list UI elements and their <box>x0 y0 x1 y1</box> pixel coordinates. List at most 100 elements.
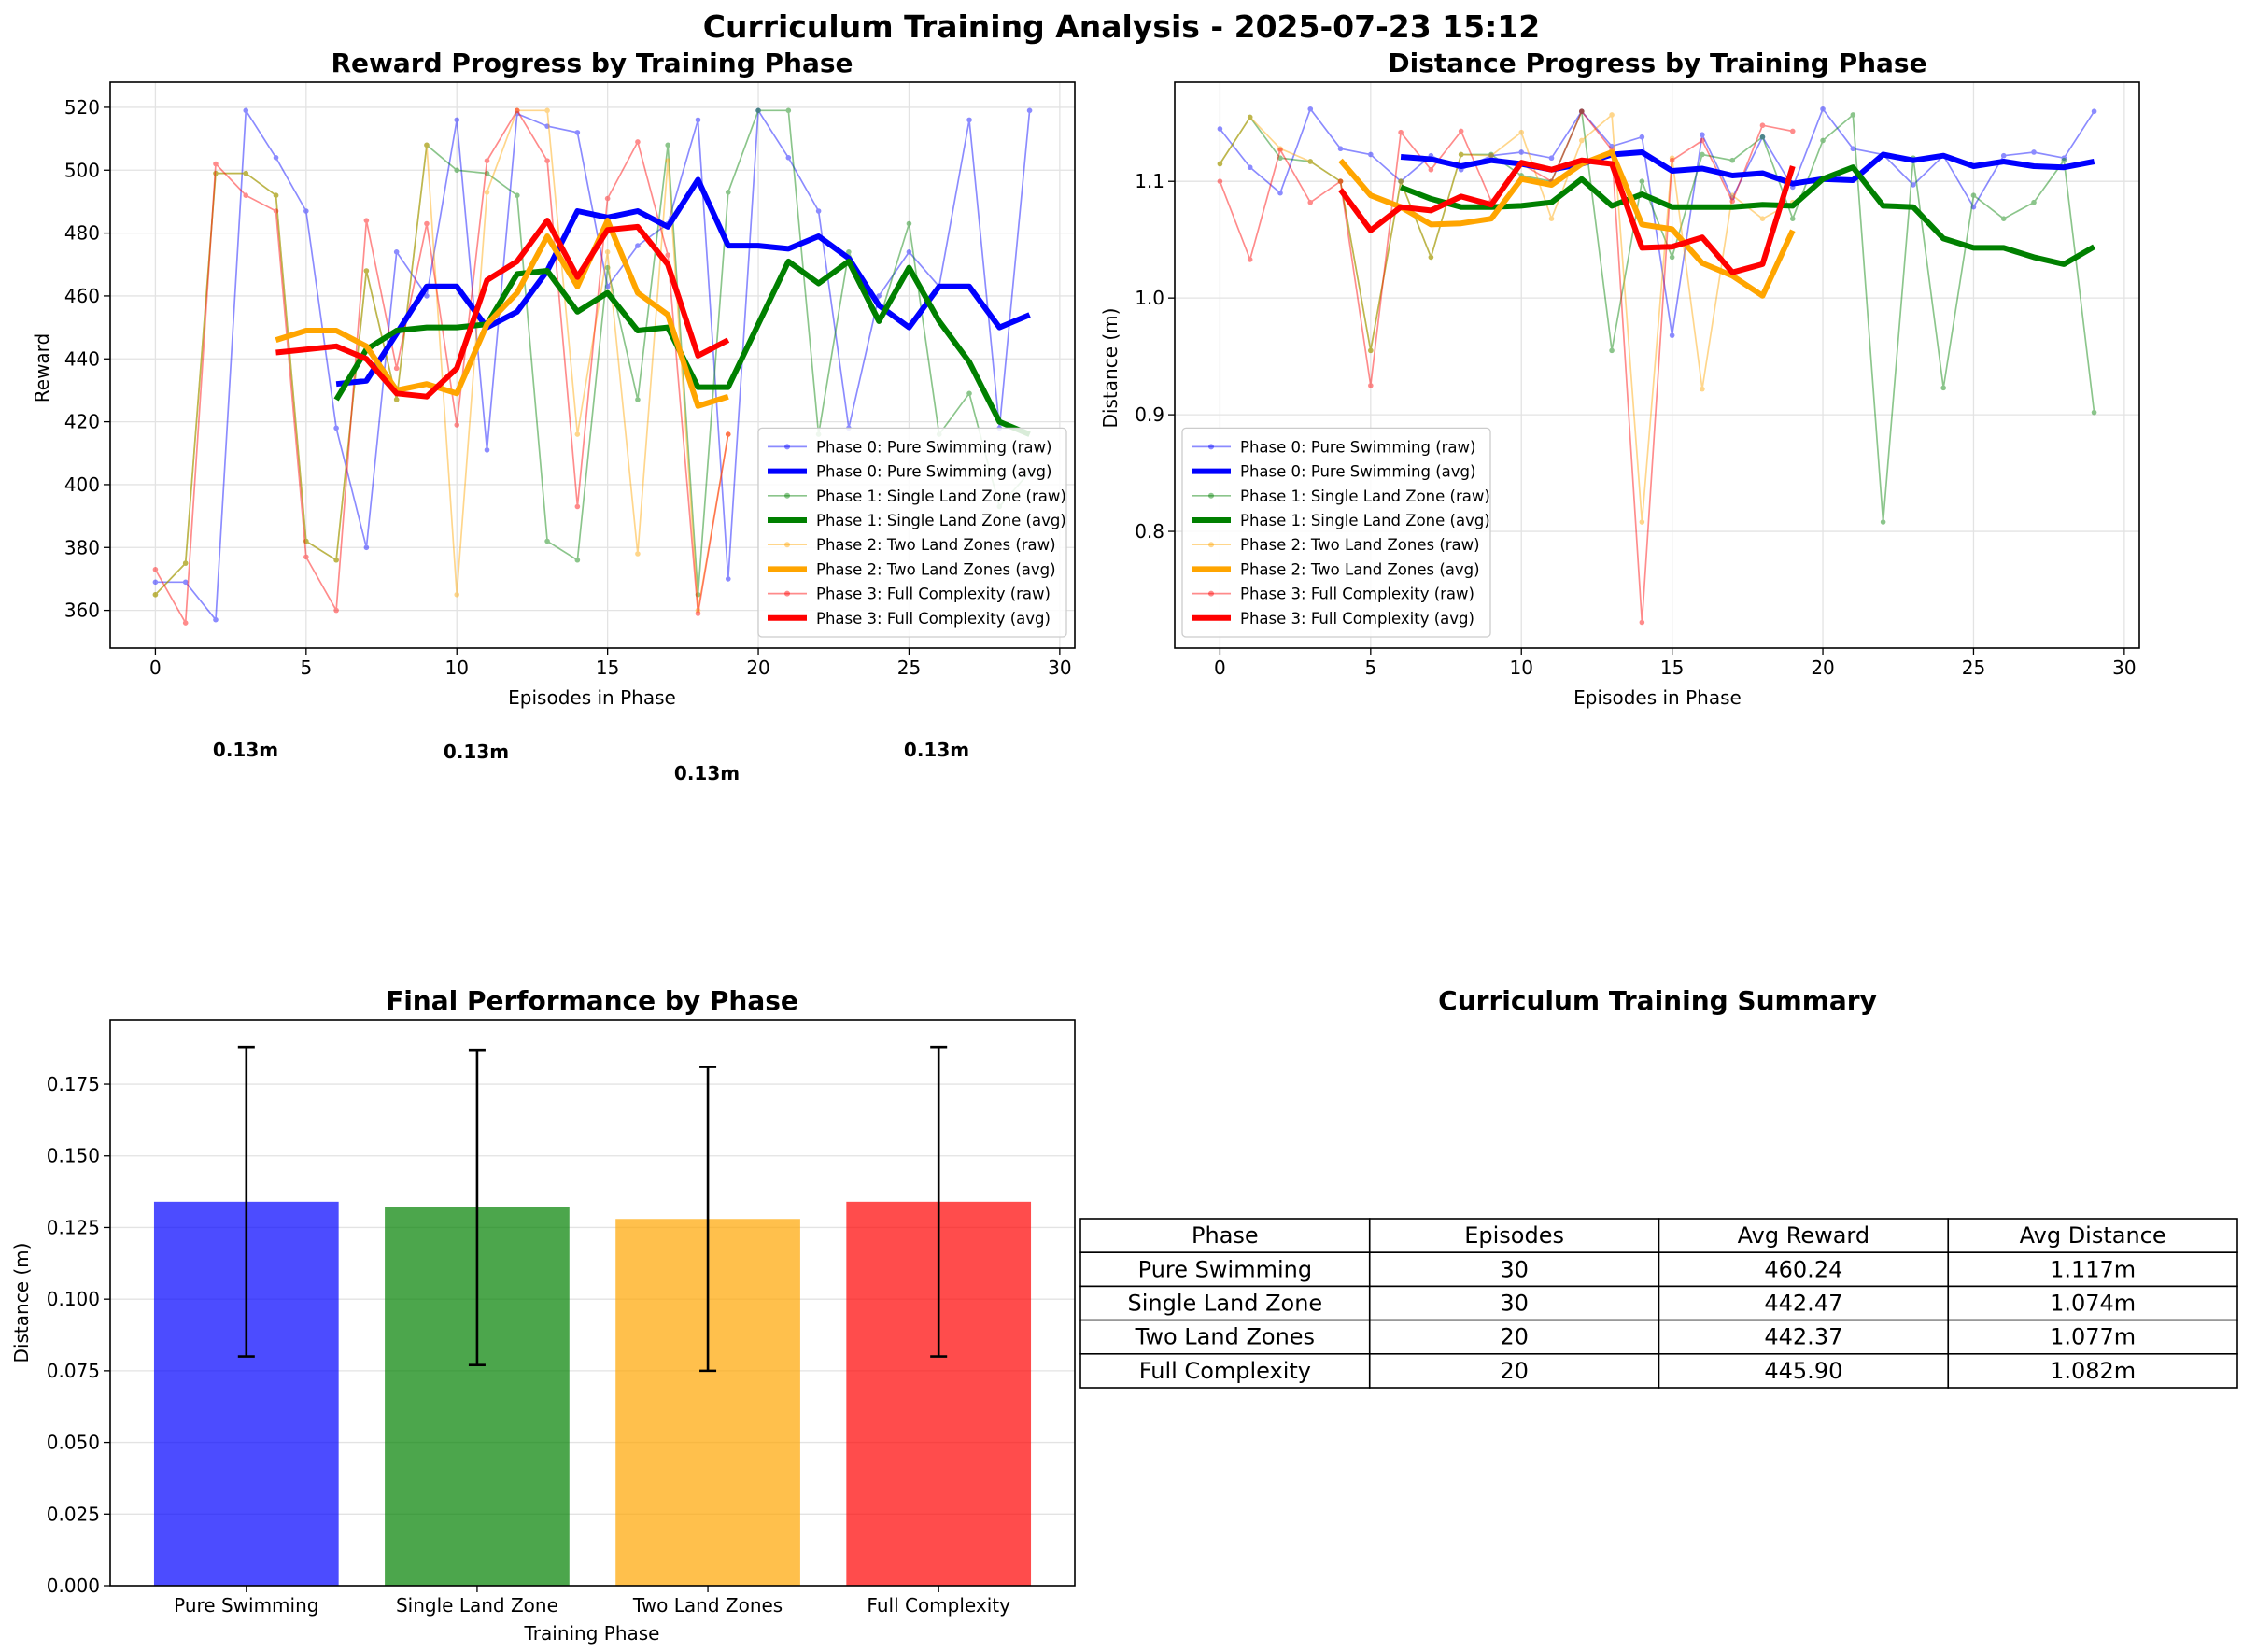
table-cell-text: 442.37 <box>1764 1324 1842 1350</box>
phase-3-full-complexity-raw-point <box>182 620 189 626</box>
phase-2-two-land-zones-raw-point <box>1609 112 1615 118</box>
phase-0-pure-swimming-raw-point <box>1277 190 1283 196</box>
phase-2-two-land-zones-avg-line <box>1338 149 1796 299</box>
table-cell-text: Full Complexity <box>1139 1358 1311 1384</box>
phase-0-pure-swimming-raw-point <box>755 107 761 114</box>
phase-0-pure-swimming-raw-point <box>1578 108 1585 115</box>
bar-chart-title: Final Performance by Phase <box>386 985 798 1016</box>
phase-1-single-land-zone-raw-point <box>966 390 972 397</box>
phase-2-two-land-zones-raw-line <box>154 109 729 611</box>
x-tick-label: 15 <box>596 657 619 679</box>
phase-1-single-land-zone-raw-point <box>182 560 189 566</box>
phase-1-single-land-zone-raw-point <box>665 142 671 148</box>
summary-table: Curriculum Training Summary Phase Episode… <box>1079 985 2238 1389</box>
phase-0-pure-swimming-raw-point <box>1337 146 1344 152</box>
y-tick-label: 380 <box>64 536 100 558</box>
phase-1-single-land-zone-raw-point <box>363 268 370 274</box>
legend-label: Phase 2: Two Land Zones (raw) <box>816 536 1056 554</box>
phase-1-single-land-zone-raw-point <box>604 264 611 271</box>
phase-0-pure-swimming-raw-point <box>1911 182 1916 188</box>
phase-3-full-complexity-raw-point <box>665 252 671 258</box>
y-tick-label: 0.050 <box>47 1432 100 1454</box>
phase-2-two-land-zones-raw-point <box>604 249 611 255</box>
phase-2-two-land-zones-raw-point <box>182 560 189 566</box>
bar-x-axis-label: Training Phase <box>524 1622 660 1645</box>
table-cell <box>1368 1353 1660 1389</box>
x-tick-label: Single Land Zone <box>396 1594 558 1617</box>
legend-label: Phase 0: Pure Swimming (raw) <box>1240 438 1475 456</box>
reward-chart-title: Reward Progress by Training Phase <box>331 48 853 78</box>
phase-0-pure-swimming-raw-point <box>1820 106 1826 112</box>
phase-2-two-land-zones-raw-point <box>695 607 701 614</box>
phase-1-single-land-zone-raw-point <box>1789 216 1796 221</box>
phase-1-single-land-zone-raw-point <box>2091 409 2097 416</box>
phase-2-two-land-zones-raw-point <box>1217 161 1223 167</box>
phase-0-pure-swimming-raw-point <box>966 117 972 123</box>
table-cell <box>1079 1285 1371 1321</box>
legend-label: Phase 3: Full Complexity (raw) <box>816 586 1051 603</box>
phase-1-single-land-zone-raw-point <box>695 591 701 598</box>
phase-1-single-land-zone-raw-point <box>846 249 852 255</box>
y-tick-label: 400 <box>64 473 100 496</box>
phase-0-pure-swimming-raw-point <box>1518 149 1525 155</box>
phase-1-single-land-zone-raw-point <box>243 170 249 176</box>
phase-3-full-complexity-raw-point <box>213 161 219 167</box>
phase-3-full-complexity-raw-point <box>1277 147 1283 153</box>
y-tick-label: 0.075 <box>47 1360 100 1382</box>
x-tick-label: Two Land Zones <box>632 1594 783 1617</box>
table-header-cell <box>1368 1218 1660 1254</box>
annotation-label: 0.13m <box>904 739 969 761</box>
phase-0-pure-swimming-raw-line <box>1219 106 2095 336</box>
table-title: Curriculum Training Summary <box>1438 985 1877 1016</box>
legend-label: Phase 1: Single Land Zone (avg) <box>816 512 1066 529</box>
legend-label: Phase 2: Two Land Zones (avg) <box>1240 560 1480 578</box>
phase-0-pure-swimming-raw-series <box>1217 106 2097 338</box>
phase-1-single-land-zone-raw-point <box>1970 192 1977 198</box>
distance-x-axis-label: Episodes in Phase <box>1573 686 1742 709</box>
phase-3-full-complexity-avg-line <box>1338 157 1796 275</box>
y-tick-label: 0.8 <box>1135 520 1164 543</box>
phase-2-two-land-zones-raw-line <box>1219 113 1794 523</box>
phase-0-pure-swimming-raw-point <box>213 616 219 623</box>
final-performance-chart: Final Performance by Phase Training Phas… <box>10 985 1076 1645</box>
legend-label: Phase 2: Two Land Zones (raw) <box>1240 536 1480 554</box>
legend-marker <box>784 444 790 450</box>
table-header-cell <box>1947 1218 2238 1254</box>
table-cell-text: 1.117m <box>2050 1256 2136 1282</box>
distance-chart: Distance Progress by Training Phase Epis… <box>1099 48 2140 709</box>
phase-0-pure-swimming-raw-point <box>1368 151 1374 158</box>
phase-1-single-land-zone-raw-point <box>1398 178 1404 185</box>
phase-0-pure-swimming-raw-point <box>273 155 279 161</box>
phase-3-full-complexity-raw-point <box>1578 108 1585 115</box>
phase-1-single-land-zone-raw-point <box>1368 347 1374 354</box>
legend-box <box>1181 427 1491 638</box>
phase-2-two-land-zones-raw-point <box>1548 216 1555 221</box>
phase-1-single-land-zone-raw-point <box>1700 151 1705 158</box>
phase-0-pure-swimming-avg-line <box>335 176 1031 388</box>
legend-marker <box>784 542 790 548</box>
table-cell-text: Two Land Zones <box>1135 1324 1315 1350</box>
phase-3-full-complexity-raw-point <box>1669 157 1675 163</box>
phase-1-single-land-zone-raw-point <box>906 220 912 227</box>
phase-1-single-land-zone-raw-point <box>1428 254 1434 261</box>
phase-1-single-land-zone-raw-point <box>1217 161 1223 167</box>
y-tick-label: 480 <box>64 222 100 245</box>
x-tick-label: 15 <box>1660 657 1684 679</box>
table-cell <box>1368 1251 1660 1288</box>
phase-1-single-land-zone-raw-point <box>2061 157 2067 163</box>
phase-3-full-complexity-raw-point <box>484 158 490 163</box>
phase-3-full-complexity-raw-point <box>1307 199 1314 205</box>
x-tick-label: 25 <box>897 657 921 679</box>
y-tick-label: 0.175 <box>47 1073 100 1095</box>
phase-2-two-land-zones-raw-point <box>424 142 430 148</box>
legend-label: Phase 1: Single Land Zone (raw) <box>1240 487 1490 505</box>
phase-1-single-land-zone-raw-point <box>544 538 550 544</box>
reward-chart: Reward Progress by Training Phase Episod… <box>31 48 1076 784</box>
phase-0-pure-swimming-raw-point <box>243 107 249 114</box>
table-cell <box>1658 1285 1950 1321</box>
phase-2-two-land-zones-raw-point <box>1518 129 1525 135</box>
phase-1-single-land-zone-raw-point <box>213 170 219 176</box>
phase-0-pure-swimming-raw-point <box>1548 155 1555 162</box>
phase-2-two-land-zones-raw-point <box>213 170 219 176</box>
phase-0-pure-swimming-raw-point <box>1217 126 1223 132</box>
